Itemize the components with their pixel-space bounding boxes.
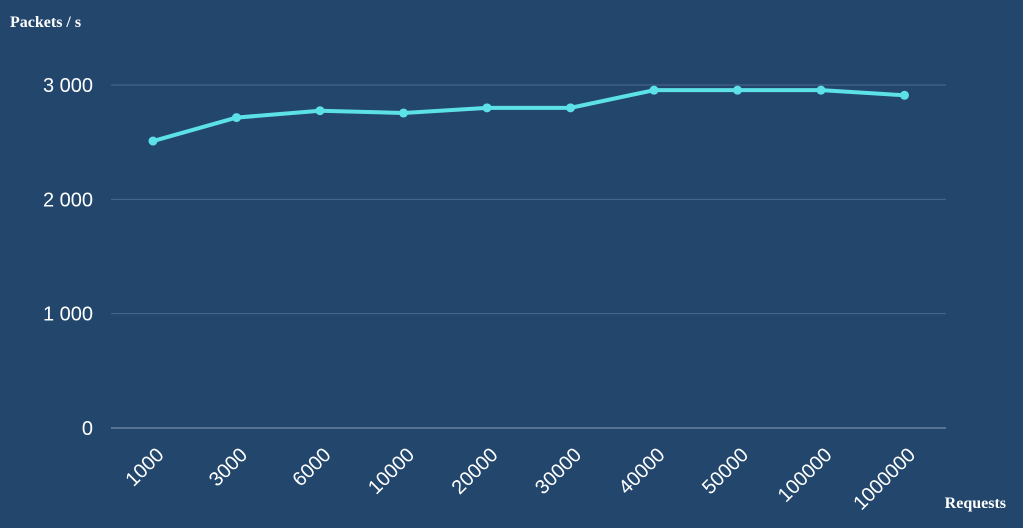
data-point (816, 85, 826, 95)
data-point (482, 103, 492, 113)
y-tick-label: 1 000 (43, 304, 93, 326)
data-point (900, 90, 909, 100)
series-line (151, 88, 907, 144)
gridlines (111, 84, 946, 429)
data-point (649, 85, 659, 95)
y-axis-ticks: 0 1 000 2 000 3 000 (43, 75, 93, 440)
data-point (566, 103, 575, 113)
data-point (399, 108, 408, 118)
data-point (315, 106, 325, 116)
y-tick-label: 2 000 (43, 189, 93, 211)
y-axis-title: Packets / s (10, 14, 81, 31)
data-point (232, 113, 241, 123)
data-point (733, 85, 742, 95)
x-axis-title: Requests (945, 495, 1006, 512)
data-point (148, 136, 158, 146)
y-tick-label: 3 000 (43, 75, 93, 97)
series-layer (148, 85, 909, 146)
y-tick-label: 0 (82, 418, 93, 440)
